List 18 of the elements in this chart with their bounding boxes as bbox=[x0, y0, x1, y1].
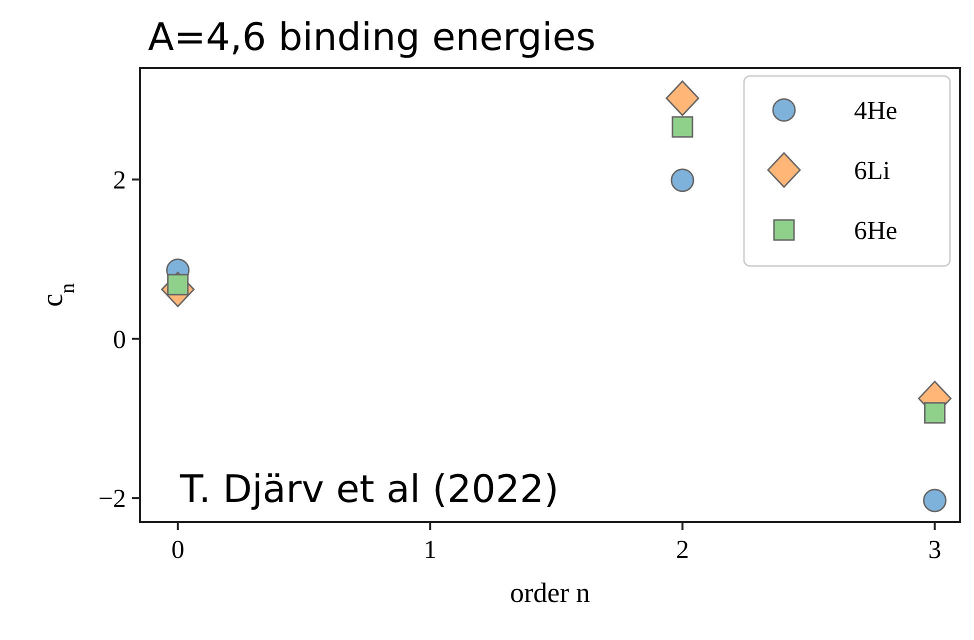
y-tick-label: 2 bbox=[113, 166, 126, 195]
x-tick-label: 3 bbox=[928, 535, 942, 564]
annotation: T. Djärv et al (2022) bbox=[179, 467, 559, 511]
y-tick-label: 0 bbox=[113, 324, 126, 354]
point bbox=[666, 80, 700, 116]
point bbox=[923, 488, 947, 512]
x-tick-label: 1 bbox=[424, 535, 437, 564]
x-tick-label: 2 bbox=[676, 535, 689, 564]
point bbox=[924, 402, 946, 424]
legend-label: 6He bbox=[854, 216, 898, 245]
legend-label: 6Li bbox=[854, 156, 890, 185]
point bbox=[672, 116, 694, 138]
x-axis-title: order n bbox=[510, 578, 590, 609]
legend-label: 4He bbox=[854, 96, 898, 125]
y-tick-label: −2 bbox=[98, 484, 126, 514]
chart-title: A=4,6 binding energies bbox=[148, 15, 596, 59]
x-tick-label: 0 bbox=[171, 535, 184, 564]
point bbox=[670, 168, 694, 192]
